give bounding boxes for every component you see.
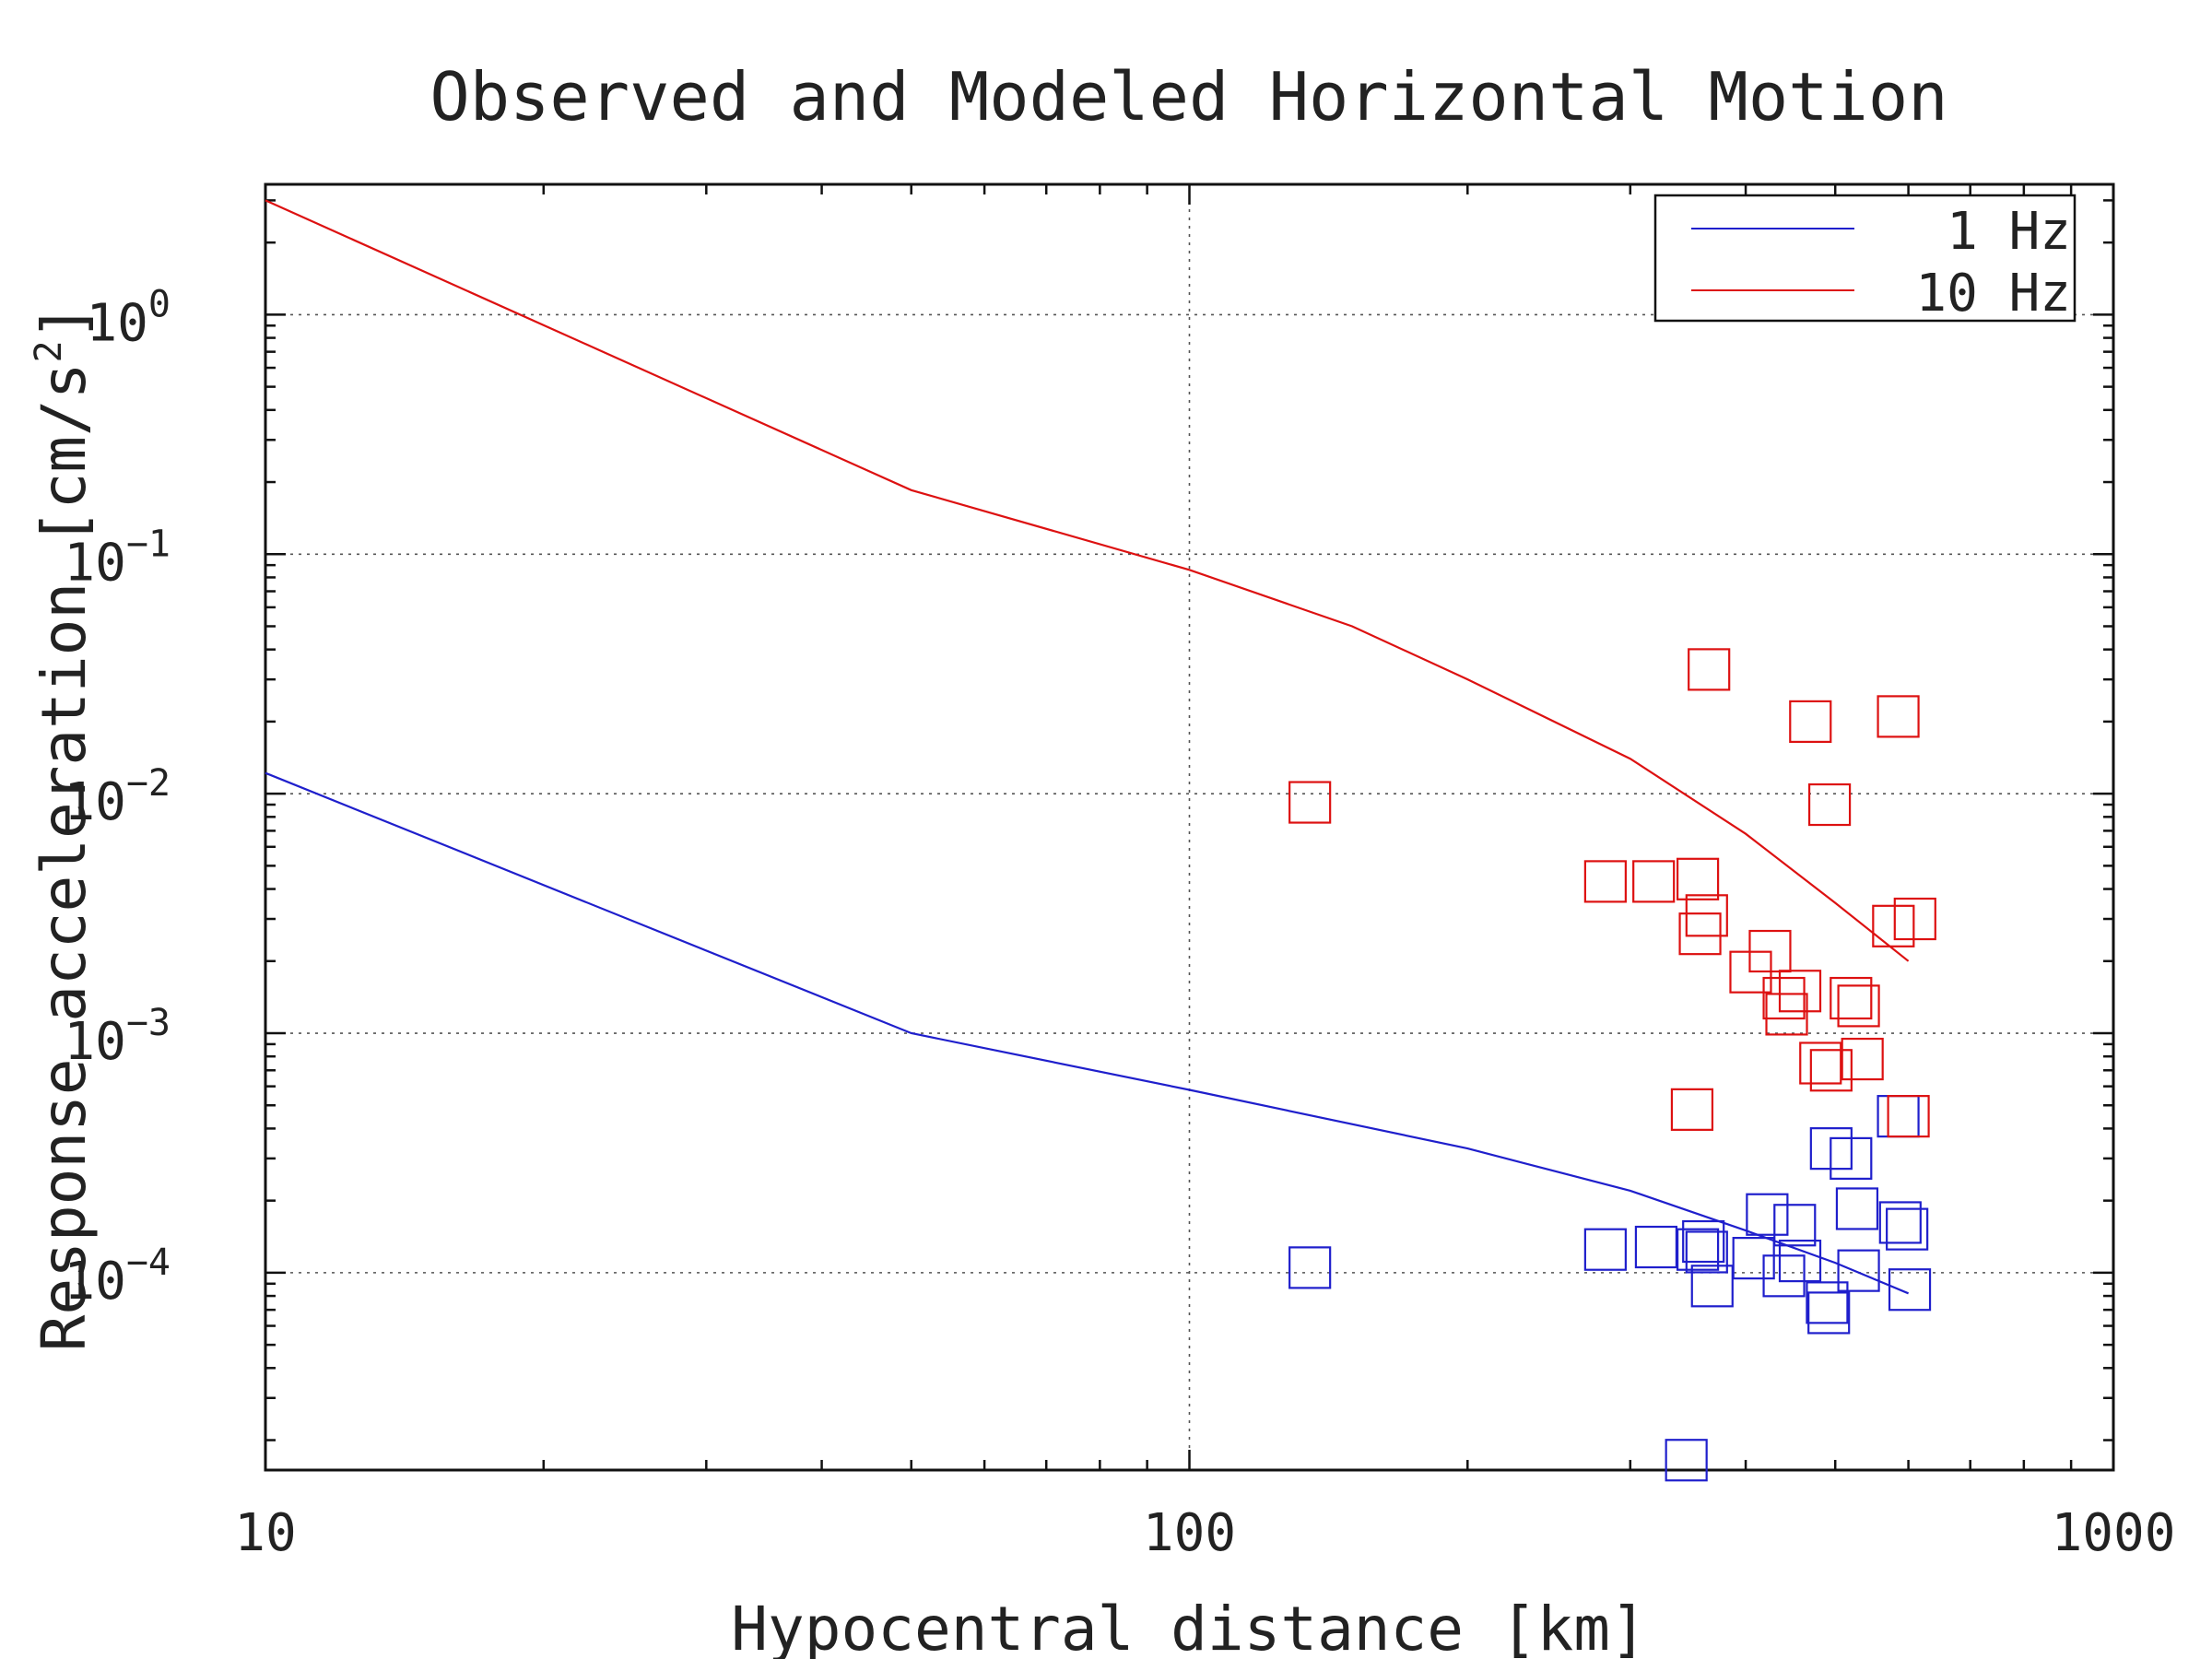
y-tick-label-exponent: −4 [126,1241,171,1284]
y-tick-label-base: 10 [64,1012,125,1072]
series-1hz [265,771,1932,1482]
y-tick-label-exponent: −2 [126,762,171,805]
observed-point-1hz [1806,1281,1849,1324]
observed-point-10hz [1893,897,1936,941]
observed-point-10hz [1887,1095,1930,1138]
observed-point-10hz [1583,860,1627,903]
observed-point-1hz [1762,1254,1806,1298]
observed-point-1hz [1830,1136,1873,1180]
plot-frame [264,182,2115,1472]
series-layer [265,199,1936,1482]
observed-point-10hz [1765,993,1808,1036]
observed-point-10hz [1288,781,1332,824]
observed-point-10hz [1872,904,1915,947]
model-line-10hz [265,199,1910,962]
y-tick-label-exponent: 0 [148,283,171,325]
observed-point-1hz [1773,1204,1817,1247]
observed-point-10hz [1807,782,1852,827]
observed-point-10hz [1830,976,1873,1020]
y-tick-label-base: 10 [86,293,147,353]
chart-title: Observed and Modeled Horizontal Motion [429,58,1947,135]
y-axis-label-superscript: 2 [28,340,70,362]
y-axis-label-main: Response acceleration [cm/s [29,362,100,1351]
observed-point-1hz [1837,1249,1880,1292]
observed-point-1hz [1888,1268,1932,1312]
grid [265,184,2113,1470]
y-tick-label: 100 [86,283,171,353]
observed-point-10hz [1677,857,1720,900]
observed-point-10hz [1632,860,1676,903]
observed-point-10hz [1789,700,1832,744]
observed-point-1hz [1732,1237,1775,1280]
observed-point-1hz [1288,1246,1332,1289]
observed-point-1hz [1685,1230,1728,1274]
observed-point-1hz [1665,1439,1708,1482]
y-tick-label: 10−1 [64,523,171,593]
observed-point-1hz [1677,1228,1720,1271]
y-tick-label: 10−3 [64,1002,171,1072]
observed-point-1hz [1835,1187,1879,1230]
observed-point-1hz [1690,1265,1734,1308]
observed-point-10hz [1841,1037,1884,1081]
observed-point-10hz [1670,1088,1714,1131]
y-tick-label-base: 10 [64,533,125,593]
observed-point-10hz [1678,912,1722,956]
x-tick-label: 1000 [2052,1503,2176,1563]
observed-point-10hz [1809,1049,1853,1092]
y-tick-label: 10−2 [64,762,171,832]
observed-point-10hz [1685,894,1728,937]
observed-point-1hz [1778,1239,1822,1283]
observed-point-1hz [1807,1291,1851,1335]
observed-point-10hz [1799,1041,1842,1085]
y-tick-label-exponent: −1 [126,523,171,565]
series-10hz [265,199,1936,1138]
x-tick-label: 100 [1143,1503,1236,1563]
legend-box [1653,194,2077,323]
observed-point-1hz [1634,1225,1678,1269]
y-axis-label-suffix: ] [29,304,100,341]
y-axis-label: Response acceleration [cm/s2] [28,304,100,1352]
observed-point-1hz [1886,1207,1929,1251]
observed-point-10hz [1778,970,1822,1013]
observed-point-10hz [1837,984,1880,1028]
x-tick-label: 10 [234,1503,296,1563]
y-tick-label: 10−4 [64,1241,171,1312]
observed-point-10hz [1762,976,1806,1020]
x-axis-label: Hypocentral distance [km] [731,1594,1646,1659]
legend-label-10hz: 10 Hz [1915,264,2071,324]
observed-point-1hz [1682,1219,1725,1264]
observed-point-1hz [1583,1228,1627,1271]
observed-point-10hz [1748,929,1792,973]
observed-point-10hz [1688,648,1731,691]
observed-point-10hz [1877,695,1920,738]
y-tick-label-base: 10 [64,772,125,832]
legend: 1 Hz 10 Hz [1653,194,2077,324]
observed-point-1hz [1746,1193,1789,1236]
legend-label-1hz: 1 Hz [1947,202,2071,262]
y-tick-label-base: 10 [64,1252,125,1312]
observed-point-1hz [1878,1201,1922,1244]
y-tick-label-exponent: −3 [126,1002,171,1044]
